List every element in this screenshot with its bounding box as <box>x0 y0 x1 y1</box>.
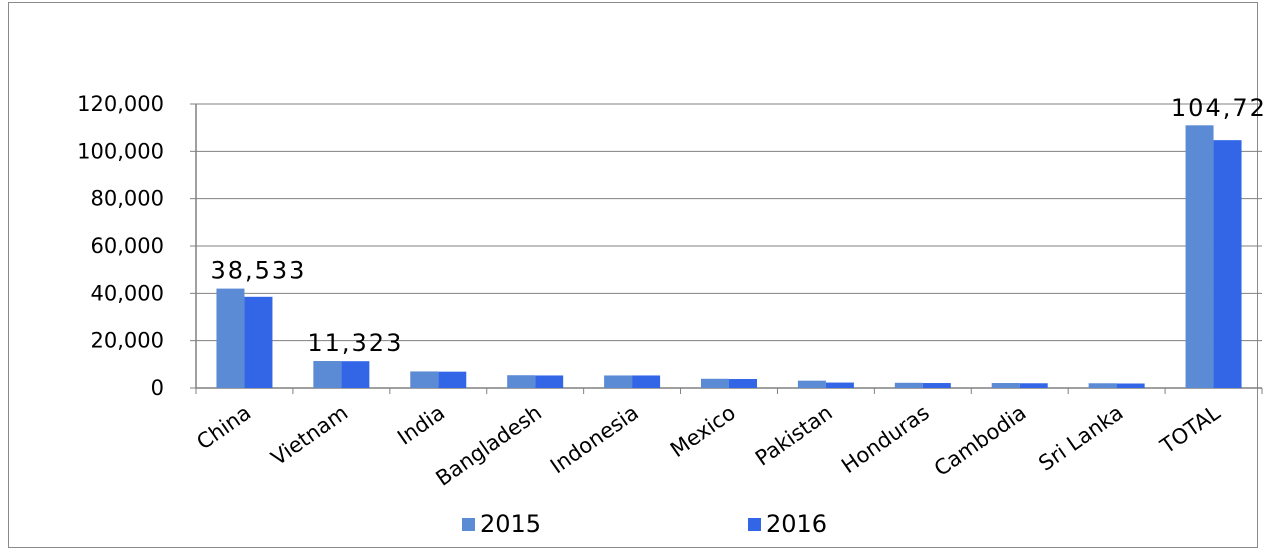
bar-2016-bangladesh <box>535 375 564 388</box>
x-tick-label: Vietnam <box>267 400 352 470</box>
x-tick-label: India <box>393 400 449 449</box>
y-tick-label: 20,000 <box>91 329 164 353</box>
x-tick-label: China <box>192 400 255 454</box>
y-tick-label: 120,000 <box>77 92 164 116</box>
bar-2015-cambodia <box>991 383 1020 388</box>
y-tick-label: 60,000 <box>91 234 164 258</box>
bar-2016-honduras <box>922 383 951 388</box>
legend: 2015 2016 <box>462 510 827 538</box>
bar-2015-total <box>1185 125 1214 389</box>
data-label: 11,323 <box>307 329 403 357</box>
bar-2015-bangladesh <box>507 375 536 388</box>
bars <box>216 125 1242 389</box>
bar-2015-honduras <box>894 382 923 388</box>
bar-2015-sri-lanka <box>1088 383 1117 388</box>
chart-frame <box>8 2 1258 548</box>
bar-2015-india <box>410 371 439 388</box>
gridlines <box>196 103 1262 342</box>
legend-swatch-2015 <box>462 518 475 531</box>
legend-swatch-2016 <box>748 518 761 531</box>
legend-label-2016: 2016 <box>766 510 827 538</box>
bar-2016-indonesia <box>632 375 661 388</box>
x-tick-label: Sri Lanka <box>1034 400 1127 475</box>
bar-2015-indonesia <box>604 375 633 388</box>
y-tick-label: 100,000 <box>77 139 164 163</box>
x-tick-label: Cambodia <box>930 400 1031 481</box>
x-tick-label: TOTAL <box>1155 400 1224 459</box>
bar-2016-mexico <box>729 379 757 388</box>
legend-label-2015: 2015 <box>480 510 541 538</box>
x-tick-label: Pakistan <box>751 400 837 470</box>
bar-2015-china <box>216 288 245 388</box>
y-tick-label: 40,000 <box>91 281 164 305</box>
bar-2016-india <box>438 371 467 388</box>
axes: 0 20,000 40,000 60,000 80,000 100,000 120,000 <box>77 92 1263 400</box>
data-label: 104,723 <box>1171 94 1268 122</box>
x-tick-label: Bangladesh <box>431 400 546 490</box>
x-tick-label: Honduras <box>837 400 934 478</box>
bar-2016-cambodia <box>1019 383 1048 388</box>
bar-2016-vietnam <box>341 361 370 388</box>
bar-2015-mexico <box>701 378 729 388</box>
bar-2016-sri-lanka <box>1116 383 1145 388</box>
bar-2016-total <box>1213 140 1242 388</box>
y-tick-label: 80,000 <box>91 187 164 211</box>
x-tick-label: Mexico <box>666 400 740 462</box>
bar-2015-pakistan <box>797 380 826 388</box>
x-tick-label: Indonesia <box>546 400 643 478</box>
y-tick-label: 0 <box>151 376 164 400</box>
data-label: 38,533 <box>210 257 306 285</box>
bar-2015-vietnam <box>313 361 342 388</box>
bar-2016-pakistan <box>825 382 854 388</box>
bar-2016-china <box>244 296 273 388</box>
